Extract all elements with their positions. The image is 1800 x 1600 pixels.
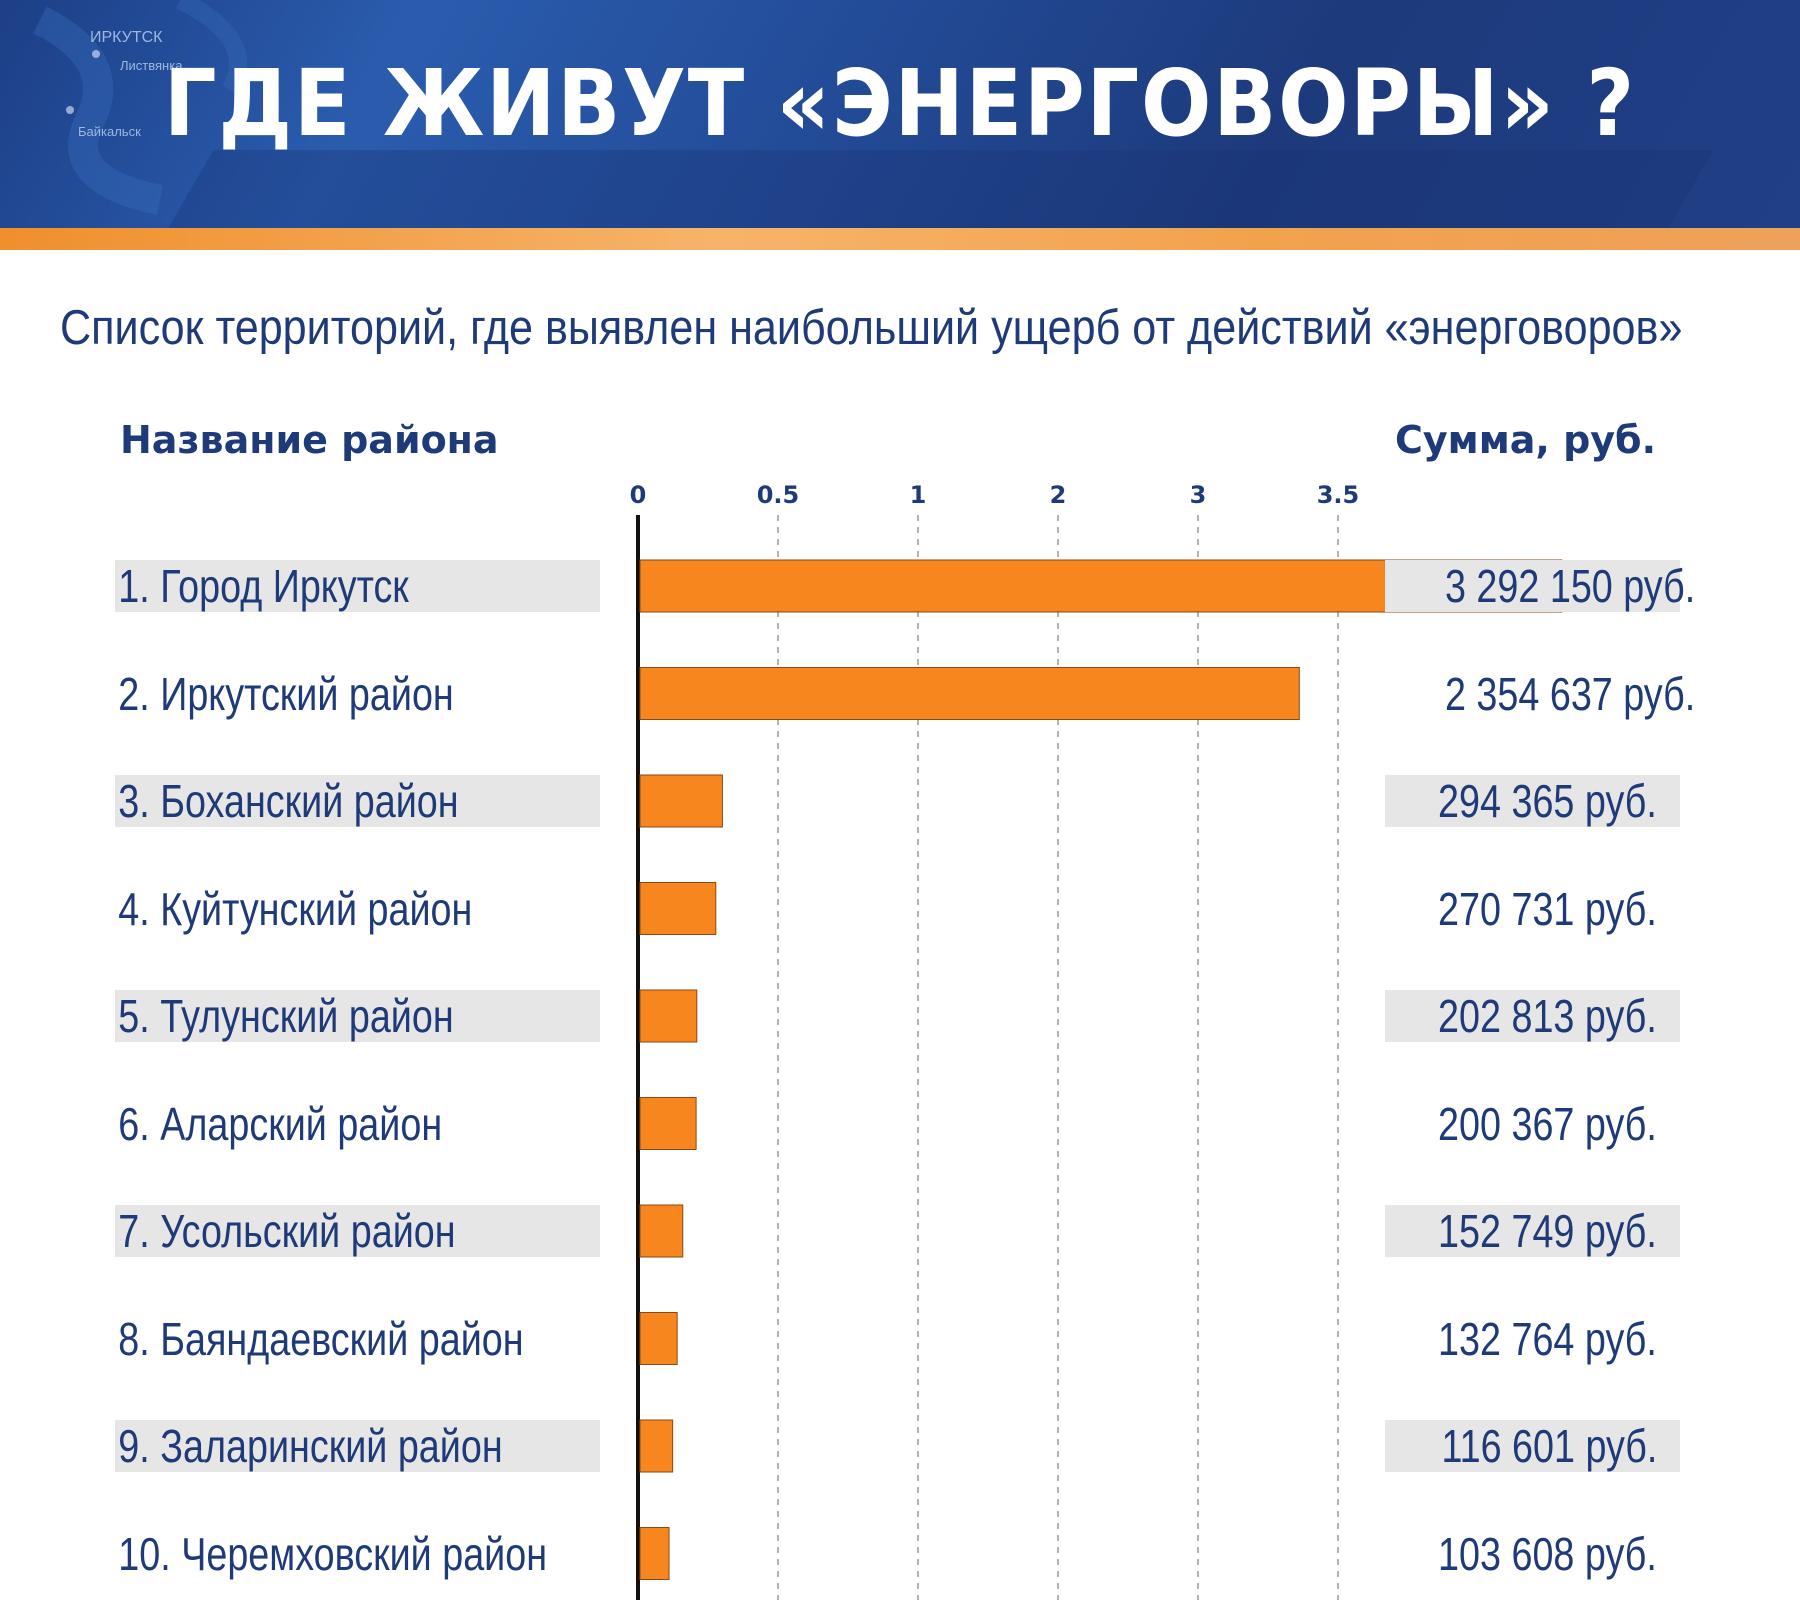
district-label-text: 9. Заларинский район: [118, 1420, 503, 1472]
bar: [639, 774, 723, 828]
district-label: 3. Боханский район: [115, 775, 600, 827]
district-label-text: 10. Черемховский район: [118, 1527, 548, 1580]
sum-value-text: 294 365 руб.: [1438, 775, 1658, 827]
axis-tick-label: 0: [630, 481, 647, 509]
district-label-text: 1. Город Иркутск: [118, 560, 409, 612]
district-label-text: 4. Куйтунский район: [118, 882, 473, 935]
sum-value-text: 270 731 руб.: [1438, 882, 1658, 935]
column-header-name: Название района: [120, 418, 499, 462]
district-label: 10. Черемховский район: [115, 1528, 600, 1580]
sum-value: 2 354 637 руб.: [1385, 668, 1695, 720]
district-label-text: 7. Усольский район: [118, 1205, 456, 1257]
district-label: 7. Усольский район: [115, 1205, 600, 1257]
bar: [639, 1419, 674, 1473]
axis-tick-label: 3.5: [1317, 481, 1360, 509]
district-label: 8. Баяндаевский район: [115, 1313, 600, 1365]
district-label: 2. Иркутский район: [115, 668, 600, 720]
bar: [639, 1097, 697, 1150]
sum-value-text: 152 749 руб.: [1438, 1205, 1658, 1257]
sum-value: 270 731 руб.: [1385, 883, 1680, 935]
header-banner: ИРКУТСК Листвянка Байкальск ГДЕ ЖИВУТ «Э…: [0, 0, 1800, 228]
sum-value: 200 367 руб.: [1385, 1098, 1680, 1150]
district-label-text: 8. Баяндаевский район: [118, 1312, 524, 1365]
district-label: 6. Аларский район: [115, 1098, 600, 1150]
accent-stripe: [0, 228, 1800, 250]
page-title: ГДЕ ЖИВУТ «ЭНЕРГОВОРЫ» ?: [163, 50, 1637, 157]
sum-value-text: 2 354 637 руб.: [1444, 667, 1696, 720]
axis-tick-label: 2: [1050, 481, 1067, 509]
district-label: 5. Тулунский район: [115, 990, 600, 1042]
axis-tick-label: 3: [1190, 481, 1207, 509]
axis-tick-label: 0.5: [757, 481, 800, 509]
sum-value-text: 200 367 руб.: [1438, 1097, 1658, 1150]
district-label-text: 2. Иркутский район: [118, 667, 454, 720]
sum-value-text: 116 601 руб.: [1441, 1420, 1658, 1472]
bar: [639, 882, 717, 935]
district-label-text: 6. Аларский район: [118, 1097, 443, 1150]
sum-value-text: 103 608 руб.: [1438, 1527, 1658, 1580]
map-background-image: ИРКУТСК Листвянка Байкальск: [33, 0, 1714, 228]
sum-value: 294 365 руб.: [1385, 775, 1680, 827]
map-label-listvyanka: Листвянка: [120, 58, 183, 73]
bar: [639, 1204, 684, 1258]
column-header-sum: Сумма, руб.: [1395, 418, 1657, 462]
chart-subtitle: Список территорий, где выявлен наибольши…: [60, 301, 1683, 355]
sum-value-text: 202 813 руб.: [1438, 990, 1658, 1042]
sum-value: 103 608 руб.: [1385, 1528, 1680, 1580]
sum-value: 116 601 руб.: [1385, 1420, 1680, 1472]
district-label: 1. Город Иркутск: [115, 560, 600, 612]
sum-value: 132 764 руб.: [1385, 1313, 1680, 1365]
bar: [639, 1312, 678, 1365]
bar: [639, 1527, 670, 1580]
bar: [639, 989, 698, 1043]
district-label: 9. Заларинский район: [115, 1420, 600, 1472]
sum-value-text: 132 764 руб.: [1438, 1312, 1658, 1365]
sum-value-text: 3 292 150 руб.: [1444, 560, 1696, 612]
axis-tick-label: 1: [910, 481, 927, 509]
district-label-text: 3. Боханский район: [118, 775, 459, 827]
bar: [639, 667, 1300, 720]
sum-value: 152 749 руб.: [1385, 1205, 1680, 1257]
map-label-baikalsk: Байкальск: [78, 124, 141, 139]
sum-value: 3 292 150 руб.: [1385, 560, 1695, 612]
district-label-text: 5. Тулунский район: [118, 990, 454, 1042]
sum-value: 202 813 руб.: [1385, 990, 1680, 1042]
district-label: 4. Куйтунский район: [115, 883, 600, 935]
map-label-irkutsk: ИРКУТСК: [90, 29, 163, 46]
